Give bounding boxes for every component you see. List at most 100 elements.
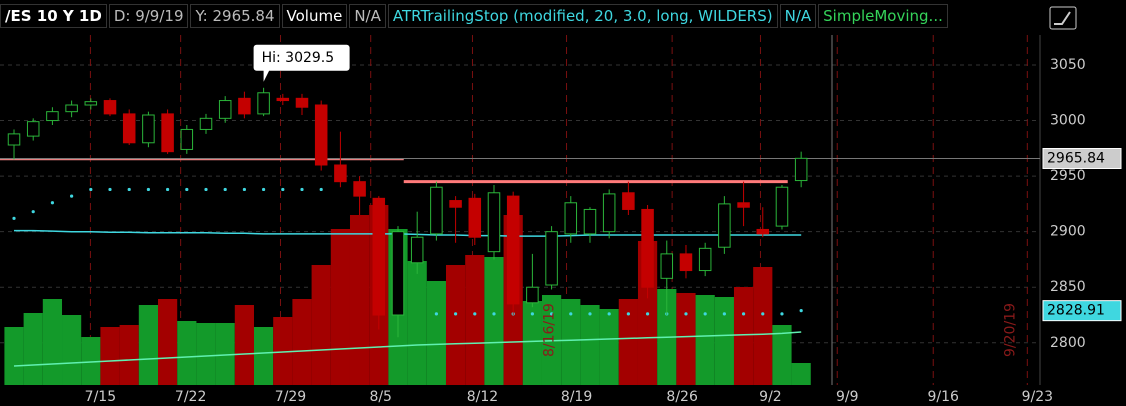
candle-body bbox=[46, 111, 59, 122]
candle-body bbox=[526, 286, 539, 304]
volume-bar bbox=[62, 315, 82, 385]
header-item: SimpleMoving... bbox=[818, 4, 948, 28]
y-tick-label: 2800 bbox=[1050, 335, 1086, 351]
volume-bar bbox=[100, 327, 120, 385]
candle-body bbox=[775, 186, 789, 227]
volume-bar bbox=[426, 281, 446, 385]
volume-bar bbox=[599, 309, 619, 385]
volume-bar bbox=[714, 297, 734, 385]
candle-body bbox=[334, 164, 347, 183]
x-tick-label: 7/15 bbox=[85, 389, 116, 405]
candle-body bbox=[122, 113, 136, 144]
volume-bar bbox=[81, 337, 101, 385]
y-tick-label: 2850 bbox=[1050, 279, 1086, 295]
atr-stop-dot bbox=[453, 312, 458, 316]
volume-bar bbox=[253, 327, 274, 385]
volume-bar bbox=[676, 293, 696, 385]
y-tick-label: 3050 bbox=[1050, 57, 1086, 73]
candle-body bbox=[410, 236, 424, 264]
candle-body bbox=[238, 97, 251, 115]
x-tick-label: 9/23 bbox=[1022, 389, 1053, 405]
atr-stop-dot bbox=[703, 312, 707, 316]
candle-body bbox=[7, 133, 21, 146]
candle-body bbox=[698, 247, 712, 272]
x-tick-label: 8/26 bbox=[666, 389, 698, 405]
atr-stop-dot bbox=[185, 187, 189, 192]
atr-stop-dot bbox=[780, 312, 784, 316]
atr-stop-dot bbox=[146, 187, 151, 192]
y-tick-label: 3000 bbox=[1050, 113, 1086, 129]
volume-bar bbox=[695, 295, 715, 385]
x-tick-label: 8/19 bbox=[561, 389, 592, 405]
atr-stop-dot bbox=[684, 312, 688, 316]
volume-bar bbox=[42, 299, 63, 385]
volume-bar bbox=[445, 265, 466, 385]
candle-body bbox=[718, 203, 731, 248]
atr-stop-dot bbox=[607, 312, 611, 316]
atr-stop-dot bbox=[223, 187, 227, 192]
header-item: Volume bbox=[281, 4, 348, 28]
volume-bar bbox=[580, 305, 600, 385]
atr-stop-dot bbox=[108, 187, 112, 192]
candle-body bbox=[583, 208, 597, 235]
volume-bar bbox=[561, 299, 581, 385]
header-item: ATRTrailingStop (modified, 20, 3.0, long… bbox=[387, 4, 778, 28]
header-item: N/A bbox=[779, 4, 817, 28]
volume-bar bbox=[349, 215, 370, 385]
volume-bar bbox=[733, 287, 754, 385]
atr-stop-dot bbox=[281, 187, 285, 192]
header-item: N/A bbox=[349, 4, 386, 28]
date-annotation: 9/20/19 bbox=[1002, 303, 1018, 357]
y-tick-label: 2900 bbox=[1050, 224, 1086, 240]
atr-stop-dot bbox=[261, 187, 266, 192]
volume-bar bbox=[407, 261, 427, 385]
x-tick-label: 9/9 bbox=[836, 389, 859, 405]
x-tick-label: 7/29 bbox=[275, 389, 306, 405]
candle-body bbox=[257, 92, 270, 115]
atr-stop-dot bbox=[741, 312, 746, 316]
candle-body bbox=[794, 157, 808, 182]
candle-body bbox=[468, 197, 482, 238]
volume-bar bbox=[541, 295, 562, 385]
atr-stop-dot bbox=[492, 312, 496, 316]
atr-stop-dot bbox=[549, 312, 554, 316]
atr-stop-dot bbox=[588, 312, 592, 316]
x-tick-label: 9/16 bbox=[928, 389, 960, 405]
atr-stop-dot bbox=[242, 187, 247, 192]
volume-bar bbox=[138, 305, 159, 385]
date-annotation: 8/16/19 bbox=[542, 303, 558, 357]
volume-bar bbox=[234, 305, 255, 385]
hi-label-pointer bbox=[263, 69, 270, 82]
candle-body bbox=[756, 228, 770, 235]
candle-body bbox=[487, 192, 501, 253]
volume-bar bbox=[465, 255, 485, 385]
volume-bar bbox=[330, 229, 350, 385]
atr-stop-dot bbox=[626, 312, 630, 316]
atr-stop-dot bbox=[12, 216, 16, 220]
volume-bar bbox=[215, 323, 235, 385]
candle-body bbox=[564, 202, 578, 235]
atr-stop-dot bbox=[722, 312, 726, 316]
candle-body bbox=[26, 121, 40, 137]
atr-stop-dot bbox=[434, 312, 438, 316]
candle-body bbox=[449, 200, 462, 208]
atr-stop-dot bbox=[127, 187, 131, 192]
atr-stop-dot bbox=[204, 187, 208, 192]
icon bbox=[1049, 6, 1077, 30]
atr-stop-dot bbox=[761, 312, 765, 316]
candle-body bbox=[199, 117, 213, 130]
price-tag-box bbox=[1042, 300, 1122, 322]
volume-bar bbox=[196, 323, 216, 385]
sma-line bbox=[14, 229, 802, 237]
x-tick-label: 7/22 bbox=[175, 389, 206, 405]
candle-body bbox=[545, 231, 558, 286]
candle-body bbox=[142, 114, 155, 144]
volume-bar bbox=[4, 327, 24, 385]
candle-body bbox=[602, 193, 616, 233]
header-item: Y: 2965.84 bbox=[190, 4, 280, 28]
volume-bar bbox=[618, 299, 638, 385]
candle-body bbox=[84, 101, 98, 106]
x-tick-label: 9/2 bbox=[759, 389, 782, 405]
hi-label-box bbox=[253, 44, 350, 71]
